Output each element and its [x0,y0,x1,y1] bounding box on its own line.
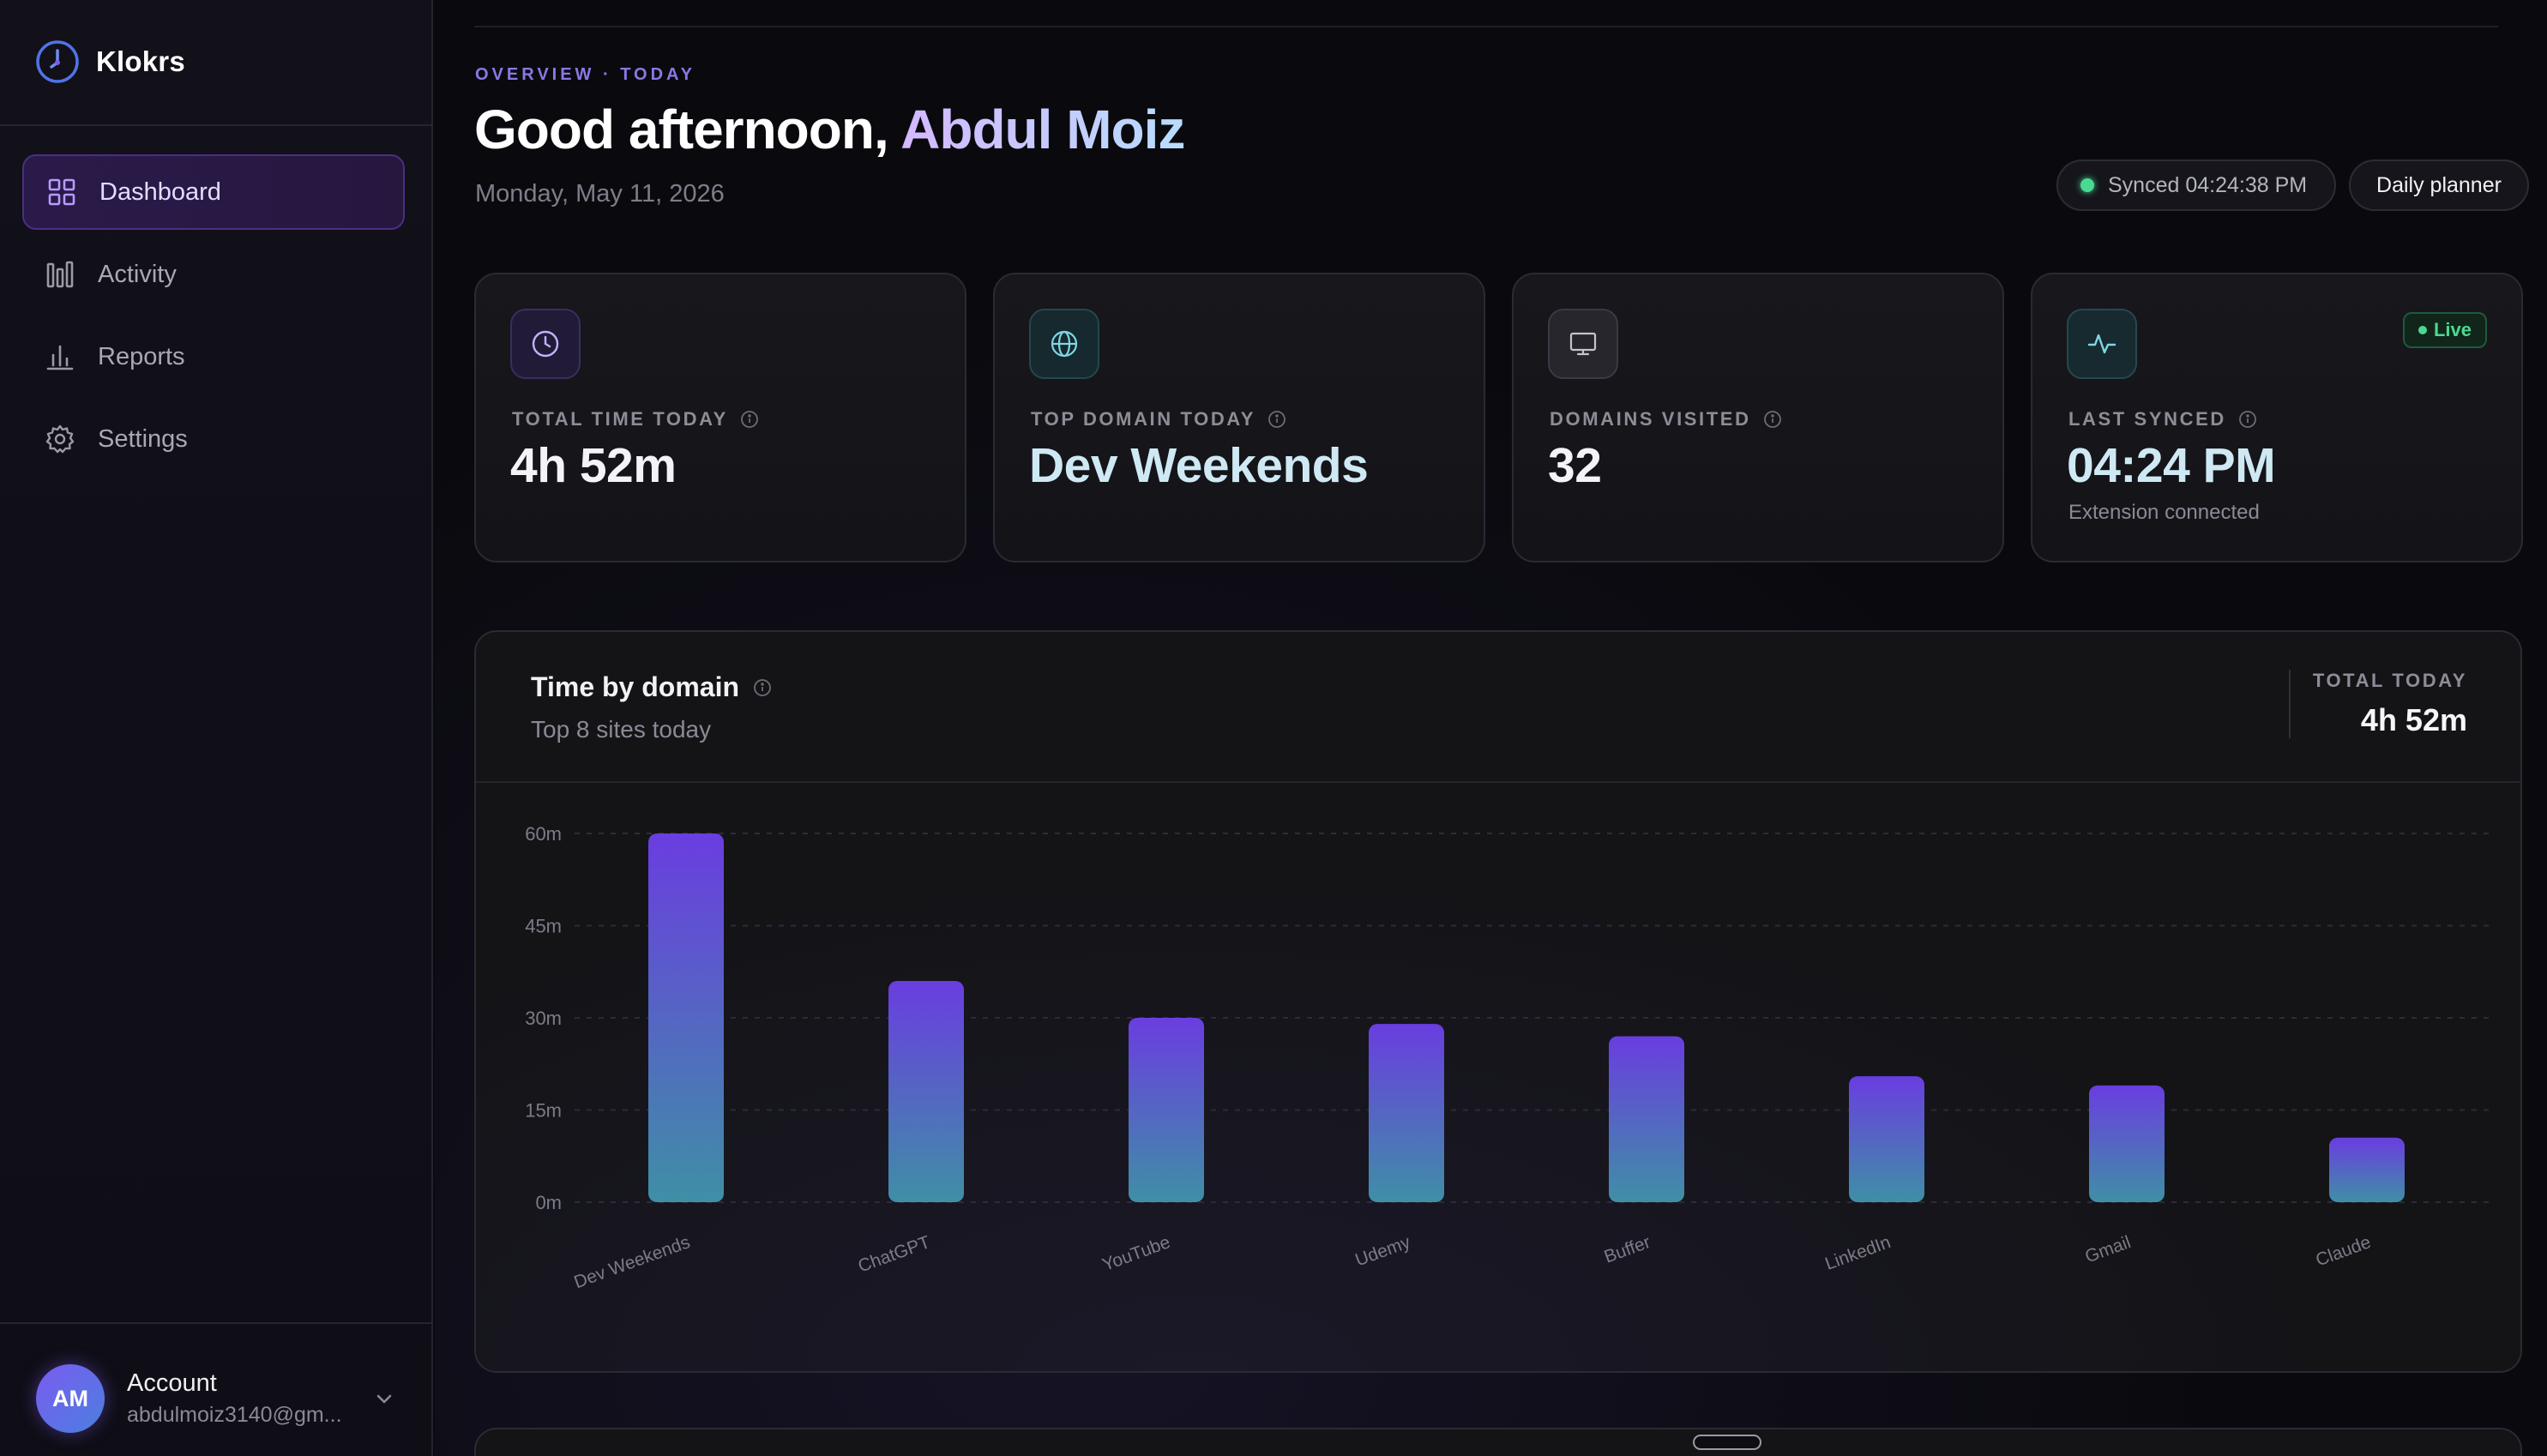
sidebar-item-activity[interactable]: Activity [22,237,405,312]
sidebar: Klokrs Dashboard Activity [0,0,433,1456]
current-date: Monday, May 11, 2026 [475,180,725,208]
panel-header: Time by domain Top 8 sites today TOTAL T… [476,632,2520,783]
total-today-label: TOTAL TODAY [2312,670,2467,691]
info-icon[interactable] [1763,410,1782,429]
bar-dev-weekends[interactable] [648,833,724,1202]
bar-chart: 0m 15m 30m 45m 60m Dev Weekends ChatGPT YouTube… [525,823,2496,1292]
bar-linkedin[interactable] [1849,1076,1924,1202]
sidebar-item-dashboard[interactable]: Dashboard [22,154,405,230]
status-dot-icon [2080,178,2094,192]
bar-udemy[interactable] [1369,1024,1444,1202]
bar-claude[interactable] [2329,1137,2405,1202]
total-today-value: 4h 52m [2360,702,2467,737]
clock-logo-icon [36,40,79,83]
account-label: Account [127,1369,217,1397]
top-divider [474,26,2498,27]
y-tick-label: 60m [525,823,562,845]
greeting-prefix: Good afternoon, [474,99,901,160]
grid-icon [46,177,77,208]
brand-name: Klokrs [96,45,185,77]
bar-buffer[interactable] [1609,1036,1684,1203]
info-icon[interactable] [740,410,759,429]
scroll-handle[interactable] [1693,1435,1761,1450]
stat-label: TOP DOMAIN TODAY [1031,408,1286,430]
stat-card-last-synced: Live LAST SYNCED 04:24 PM Extension conn… [2031,273,2523,563]
gear-icon [45,424,75,454]
stat-value: 4h 52m [510,438,677,493]
monitor-icon [1548,309,1618,379]
activity-bars-icon [45,259,75,290]
greeting-name: Abdul Moiz [900,99,1185,160]
sidebar-item-label: Activity [98,260,177,288]
sidebar-item-settings[interactable]: Settings [22,401,405,477]
x-tick-label: ChatGPT [856,1232,933,1277]
stat-card-top-domain: TOP DOMAIN TODAY Dev Weekends [993,273,1485,563]
account-email: abdulmoiz3140@gm... [127,1403,342,1427]
daily-planner-button[interactable]: Daily planner [2349,159,2529,211]
bar-gmail[interactable] [2089,1085,2165,1202]
y-tick-label: 15m [525,1100,562,1122]
y-tick-label: 30m [525,1008,562,1029]
globe-icon [1029,309,1099,379]
y-tick-label: 45m [525,916,562,937]
bar-chatgpt[interactable] [888,981,964,1202]
stat-card-total-time: TOTAL TIME TODAY 4h 52m [474,273,966,563]
stat-label: DOMAINS VISITED [1550,408,1782,430]
x-tick-label: Buffer [1602,1232,1653,1267]
sync-status-pill: Synced 04:24:38 PM [2056,159,2336,211]
bar-youtube[interactable] [1129,1018,1204,1202]
chart-background [476,785,2520,1371]
account-menu[interactable]: AM Account abdulmoiz3140@gm... [36,1363,396,1434]
stat-value: 32 [1548,438,1602,493]
stat-value: 04:24 PM [2067,438,2276,493]
avatar: AM [36,1364,105,1433]
sidebar-item-reports[interactable]: Reports [22,319,405,394]
panel-subtitle: Top 8 sites today [531,716,712,743]
x-tick-label: Udemy [1352,1232,1413,1271]
chevron-down-icon[interactable] [372,1387,396,1411]
sidebar-item-label: Dashboard [99,177,221,206]
info-icon[interactable] [1267,410,1286,429]
page-title: Good afternoon, Abdul Moiz [474,98,1185,161]
stat-card-domains-visited: DOMAINS VISITED 32 [1512,273,2004,563]
x-tick-label: YouTube [1099,1232,1172,1275]
x-tick-label: LinkedIn [1822,1232,1893,1274]
x-tick-label: Dev Weekends [571,1232,692,1292]
sync-status-text: Synced 04:24:38 PM [2108,172,2308,197]
stat-subtext: Extension connected [2068,501,2260,524]
stat-label: TOTAL TIME TODAY [512,408,759,430]
stat-label: LAST SYNCED [2068,408,2257,430]
sidebar-nav: Dashboard Activity Reports [22,154,405,484]
account-divider [0,1322,433,1324]
panel-title: Time by domain [531,671,772,703]
brand[interactable]: Klokrs [34,36,185,87]
sidebar-divider [0,124,433,126]
bar-chart-icon [45,341,75,372]
y-tick-label: 0m [535,1192,562,1213]
sidebar-item-label: Settings [98,424,188,453]
main-content: OVERVIEW · TODAY Good afternoon, Abdul M… [435,0,2547,1456]
page-eyebrow: OVERVIEW · TODAY [475,65,696,84]
total-today-box: TOTAL TODAY 4h 52m [2288,670,2467,738]
stat-value: Dev Weekends [1029,438,1369,493]
pulse-icon [2067,309,2137,379]
clock-icon [510,309,581,379]
live-badge: Live [2402,312,2487,348]
live-dot-icon [2418,326,2427,334]
time-by-domain-panel: Time by domain Top 8 sites today TOTAL T… [474,630,2522,1373]
x-tick-label: Claude [2313,1232,2373,1270]
info-icon[interactable] [753,678,772,697]
x-tick-label: Gmail [2082,1232,2133,1266]
sidebar-item-label: Reports [98,342,185,370]
info-icon[interactable] [2238,410,2257,429]
next-panel [474,1428,2522,1456]
